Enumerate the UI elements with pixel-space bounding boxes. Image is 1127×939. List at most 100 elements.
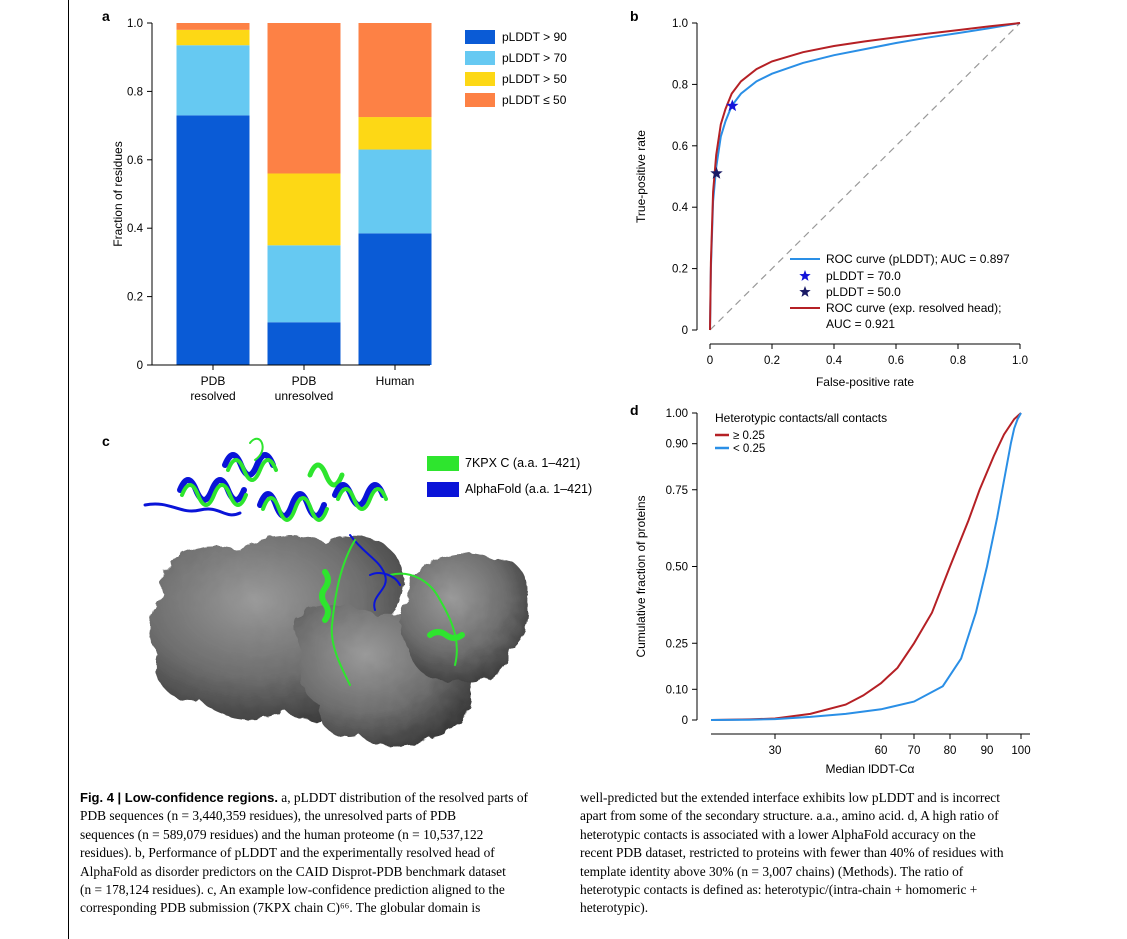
bar-segment-2-0: [358, 233, 432, 365]
legend-swatch-3: [465, 93, 495, 107]
legend-swatch-2: [465, 72, 495, 86]
caption-line-0: a, pLDDT distribution of the resolved pa…: [277, 790, 528, 805]
cdf-line-0: [710, 412, 1022, 721]
legend-label-0: ROC curve (pLDDT); AUC = 0.897: [826, 252, 1010, 266]
x-tick-label-line2: resolved: [190, 389, 235, 403]
caption-line-5: (n = 178,124 residues). c, An example lo…: [80, 882, 505, 898]
legend-star-1: [799, 286, 811, 297]
panel-c-structure: [143, 437, 530, 747]
bar-segment-0-0: [176, 115, 250, 365]
caption-line-r5: heterotypic contacts is defined as: hete…: [580, 882, 978, 898]
threshold-marker-0: [726, 99, 739, 112]
bar-segment-1-1: [267, 245, 341, 323]
x-tick-label: 0: [707, 355, 713, 367]
figure-frame: [68, 0, 1127, 939]
caption-line-2: sequences (n = 589,079 residues) and the…: [80, 826, 484, 842]
x-tick-label-line2: unresolved: [275, 389, 334, 403]
legend-label-3: pLDDT ≤ 50: [502, 93, 567, 107]
y-tick-label: 0: [137, 360, 143, 372]
bar-segment-2-1: [358, 149, 432, 234]
helix-ribbons: [143, 437, 465, 686]
panel-d-label: d: [630, 402, 639, 418]
threshold-marker-1: [710, 166, 723, 179]
legend-swatch-green: [427, 455, 459, 471]
bar-segment-1-2: [267, 173, 341, 246]
diagonal-reference-line: [709, 22, 1021, 331]
x-tick-label: 80: [944, 745, 957, 757]
caption-line-4: AlphaFold as disorder predictors on the …: [80, 863, 506, 879]
caption-left: Fig. 4 | Low-confidence regions. a, pLDD…: [80, 789, 570, 918]
caption-line-r2: heterotypic contacts is associated with …: [580, 826, 976, 842]
caption-line-r6: heterotypic).: [580, 900, 649, 916]
legend-label-alphafold: AlphaFold (a.a. 1–421): [465, 482, 593, 496]
bar-segment-1-0: [267, 322, 341, 365]
legend-label-2: pLDDT > 50: [502, 72, 567, 86]
x-tick-label: PDB: [292, 374, 317, 388]
y-tick-label: 0.6: [127, 155, 143, 167]
x-tick-label: 0.4: [826, 355, 843, 367]
x-tick-label: 70: [908, 745, 921, 757]
x-tick-label: 90: [981, 745, 994, 757]
y-tick-label: 1.0: [672, 18, 688, 30]
legend-star-0: [799, 270, 811, 281]
y-tick-label: 0.2: [672, 264, 688, 276]
x-tick-label: 1.0: [1012, 355, 1028, 367]
caption-line-r4: template identity above 30% (n = 3,007 c…: [580, 863, 964, 879]
bar-segment-0-3: [176, 23, 250, 30]
legend-label-7kpx: 7KPX C (a.a. 1–421): [465, 456, 581, 470]
legend-label-1: pLDDT = 70.0: [826, 269, 901, 283]
legend-label-2: pLDDT = 50.0: [826, 285, 901, 299]
legend-title: Heterotypic contacts/all contacts: [715, 411, 887, 425]
y-tick-label: 1.00: [666, 408, 688, 420]
legend-label-1: < 0.25: [733, 443, 765, 455]
y-tick-label: 0.8: [672, 79, 688, 91]
bar-segment-0-1: [176, 45, 250, 116]
y-tick-label: 0: [682, 325, 688, 337]
legend-item-7kpx: 7KPX C (a.a. 1–421): [427, 450, 592, 476]
chart-b-roc: 0 0.2 0.4 0.6 0.8 1.0 0 0.2 0.4 0.6 0.8 1.0 False-po…: [634, 18, 1028, 389]
panel-c-legend: 7KPX C (a.a. 1–421) AlphaFold (a.a. 1–42…: [427, 450, 592, 502]
x-tick-label: 60: [875, 745, 888, 757]
y-tick-label: 0.6: [672, 141, 688, 153]
legend-swatch-blue: [427, 481, 459, 497]
legend-label-0: pLDDT > 90: [502, 30, 567, 44]
panel-c-label: c: [102, 433, 110, 449]
protein-surface: [150, 535, 530, 747]
legend-label-1: pLDDT > 70: [502, 51, 567, 65]
cdf-line-1: [710, 412, 1022, 721]
caption-line-r0: well-predicted but the extended interfac…: [580, 790, 1000, 805]
y-axis-label: Fraction of residues: [111, 141, 125, 246]
legend-item-alphafold: AlphaFold (a.a. 1–421): [427, 476, 592, 502]
bar-segment-2-2: [358, 117, 432, 150]
x-tick-label: 0.6: [888, 355, 904, 367]
x-tick-label: PDB: [201, 374, 226, 388]
y-tick-label: 0.4: [672, 202, 689, 214]
caption-right: well-predicted but the extended interfac…: [580, 789, 1070, 918]
y-tick-label: 0.75: [666, 485, 688, 497]
y-tick-label: 0: [682, 715, 688, 727]
chart-d-cumulative: 0 0.10 0.25 0.50 0.75 0.90 1.00 30 60 70 80 90 100 Me…: [634, 408, 1031, 776]
caption-line-3: residues). b, Performance of pLDDT and t…: [80, 845, 495, 861]
y-tick-label: 0.10: [666, 684, 688, 696]
y-tick-label: 0.8: [127, 86, 143, 98]
y-tick-label: 0.90: [666, 439, 688, 451]
y-axis-label: Cumulative fraction of proteins: [634, 495, 648, 657]
x-tick-label: 0.8: [950, 355, 966, 367]
caption-line-r3: recent PDB dataset, restricted to protei…: [580, 845, 1004, 861]
bar-segment-1-3: [267, 23, 341, 174]
panel-b-label: b: [630, 8, 639, 24]
y-tick-label: 1.0: [127, 18, 143, 30]
caption-line-r1: apart from some of the secondary structu…: [580, 808, 999, 824]
legend-label-4: AUC = 0.921: [826, 317, 895, 331]
legend-swatch-0: [465, 30, 495, 44]
x-tick-label: 100: [1011, 745, 1030, 757]
fig-label: Fig. 4 | Low-confidence regions.: [80, 790, 278, 805]
x-tick-label: Human: [376, 374, 415, 388]
caption-line-1: PDB sequences (n = 3,440,359 residues), …: [80, 808, 457, 824]
caption-left-line: Fig. 4 | Low-confidence regions. a, pLDD…: [80, 789, 570, 807]
y-axis-label: True-positive rate: [634, 130, 648, 223]
bar-segment-0-2: [176, 29, 250, 46]
legend-swatch-1: [465, 51, 495, 65]
x-tick-label: 30: [769, 745, 782, 757]
legend-label-3: ROC curve (exp. resolved head);: [826, 301, 1001, 315]
